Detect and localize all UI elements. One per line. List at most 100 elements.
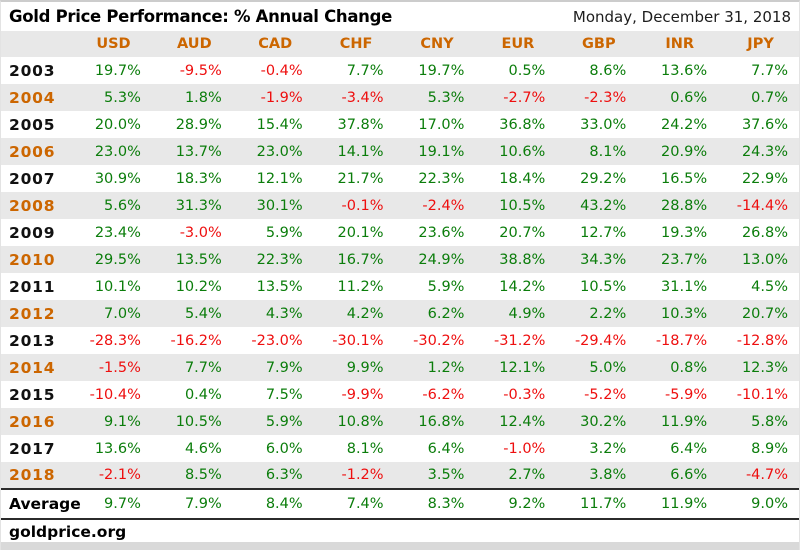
pct-cell: 10.5% bbox=[175, 413, 222, 430]
pct-cell: 34.3% bbox=[580, 251, 627, 268]
year-cell: 2013 bbox=[9, 331, 56, 350]
pct-cell: 22.9% bbox=[741, 170, 789, 187]
table-row-2017: 2017 13.6% 4.6% 6.0% 8.1% 6.4% -1.0% 3.2% 6.4% 8.… bbox=[1, 435, 799, 462]
pct-cell: 3.2% bbox=[589, 440, 627, 457]
pct-cell: 16.5% bbox=[661, 170, 708, 187]
pct-cell: 20.7% bbox=[499, 224, 546, 241]
table-row-2014: 2014 -1.5% 7.7% 7.9% 9.9% 1.2% 12.1% 5.0% 0.8% 12… bbox=[1, 354, 799, 381]
pct-cell: 26.8% bbox=[741, 224, 789, 241]
pct-cell: 24.2% bbox=[661, 116, 708, 133]
pct-cell: -1.2% bbox=[341, 467, 384, 483]
pct-cell: 6.3% bbox=[265, 467, 303, 483]
pct-cell: 43.2% bbox=[580, 197, 627, 214]
pct-cell: 31.1% bbox=[661, 278, 708, 295]
title-bar: Gold Price Performance: % Annual Change … bbox=[1, 2, 799, 31]
table-row-2015: 2015 -10.4% 0.4% 7.5% -9.9% -6.2% -0.3% -5.2% -5… bbox=[1, 381, 799, 408]
average-pct-cell: 9.0% bbox=[751, 496, 789, 512]
pct-cell: 23.0% bbox=[256, 143, 303, 160]
pct-cell: 5.0% bbox=[589, 359, 627, 376]
currency-header-eur: EUR bbox=[477, 31, 559, 57]
pct-cell: 19.1% bbox=[418, 143, 465, 160]
pct-cell: 10.8% bbox=[337, 413, 384, 430]
pct-cell: -5.9% bbox=[665, 386, 708, 403]
table-row-2003: 2003 19.7% -9.5% -0.4% 7.7% 19.7% 0.5% 8.6% 13.6… bbox=[1, 57, 799, 84]
average-row: Average 9.7% 7.9% 8.4% 7.4% 8.3% 9.2% 11.7% 11.9… bbox=[1, 489, 799, 519]
pct-cell: 5.9% bbox=[427, 278, 465, 295]
pct-cell: 5.3% bbox=[104, 89, 141, 106]
average-pct-cell: 11.7% bbox=[580, 496, 627, 512]
year-column-header bbox=[1, 31, 73, 57]
currency-header-chf: CHF bbox=[315, 31, 397, 57]
table-row-2016: 2016 9.1% 10.5% 5.9% 10.8% 16.8% 12.4% 30.2% 11.… bbox=[1, 408, 799, 435]
pct-cell: 15.4% bbox=[256, 116, 303, 133]
pct-cell: -28.3% bbox=[89, 332, 141, 349]
pct-cell: 8.5% bbox=[184, 467, 222, 483]
pct-cell: 5.6% bbox=[104, 197, 141, 214]
pct-cell: 28.9% bbox=[175, 116, 222, 133]
pct-cell: 23.7% bbox=[661, 251, 708, 268]
pct-cell: 22.3% bbox=[418, 170, 465, 187]
pct-cell: 5.9% bbox=[265, 413, 303, 430]
pct-cell: 20.9% bbox=[661, 143, 708, 160]
average-label: Average bbox=[9, 495, 81, 513]
pct-cell: 21.7% bbox=[337, 170, 384, 187]
year-cell: 2007 bbox=[9, 169, 56, 188]
average-pct-cell: 8.4% bbox=[265, 496, 303, 512]
pct-cell: 14.2% bbox=[499, 278, 546, 295]
pct-cell: 29.5% bbox=[94, 251, 141, 268]
pct-cell: 6.4% bbox=[427, 440, 465, 457]
pct-cell: 23.6% bbox=[418, 224, 465, 241]
pct-cell: 10.5% bbox=[499, 197, 546, 214]
table-row-2013: 2013 -28.3% -16.2% -23.0% -30.1% -30.2% -31.2%… bbox=[1, 327, 799, 354]
table-row-2006: 2006 23.0% 13.7% 23.0% 14.1% 19.1% 10.6% 8.1% 20… bbox=[1, 138, 799, 165]
pct-cell: 24.9% bbox=[418, 251, 465, 268]
pct-cell: 28.8% bbox=[661, 197, 708, 214]
pct-cell: 0.4% bbox=[184, 386, 222, 403]
pct-cell: -2.3% bbox=[584, 89, 627, 106]
pct-cell: 7.5% bbox=[265, 386, 303, 403]
currency-header-row: USD AUD CAD CHF CNY EUR GBP INR JPY bbox=[1, 31, 799, 57]
pct-cell: 6.0% bbox=[265, 440, 303, 457]
table-header: USD AUD CAD CHF CNY EUR GBP INR JPY bbox=[1, 31, 799, 57]
pct-cell: 14.1% bbox=[337, 143, 384, 160]
pct-cell: 18.3% bbox=[175, 170, 222, 187]
pct-cell: 4.5% bbox=[751, 278, 789, 295]
site-name: goldprice.org bbox=[9, 522, 127, 541]
pct-cell: 22.3% bbox=[256, 251, 303, 268]
pct-cell: -5.2% bbox=[584, 386, 627, 403]
table-footer: Average 9.7% 7.9% 8.4% 7.4% 8.3% 9.2% 11.7% 11.9… bbox=[1, 489, 799, 519]
table-row-2011: 2011 10.1% 10.2% 13.5% 11.2% 5.9% 14.2% 10.5% 31… bbox=[1, 273, 799, 300]
table-row-2012: 2012 7.0% 5.4% 4.3% 4.2% 6.2% 4.9% 2.2% 10.3% 20.… bbox=[1, 300, 799, 327]
pct-cell: 0.7% bbox=[751, 89, 789, 106]
pct-cell: -4.7% bbox=[745, 467, 789, 483]
table-row-2010: 2010 29.5% 13.5% 22.3% 16.7% 24.9% 38.8% 34.3% 2… bbox=[1, 246, 799, 273]
pct-cell: -29.4% bbox=[574, 332, 627, 349]
currency-header-jpy: JPY bbox=[720, 31, 799, 57]
pct-cell: 11.9% bbox=[661, 413, 708, 430]
pct-cell: 3.5% bbox=[427, 467, 465, 483]
pct-cell: 1.8% bbox=[184, 89, 222, 106]
pct-cell: 31.3% bbox=[175, 197, 222, 214]
year-cell: 2016 bbox=[9, 412, 56, 431]
pct-cell: -3.0% bbox=[179, 224, 222, 241]
page-title: Gold Price Performance: % Annual Change bbox=[9, 7, 393, 26]
pct-cell: 12.4% bbox=[499, 413, 546, 430]
table-row-2004: 2004 5.3% 1.8% -1.9% -3.4% 5.3% -2.7% -2.3% 0.6%… bbox=[1, 84, 799, 111]
pct-cell: 10.2% bbox=[175, 278, 222, 295]
pct-cell: 7.0% bbox=[104, 305, 141, 322]
pct-cell: 9.9% bbox=[346, 359, 384, 376]
pct-cell: 13.6% bbox=[94, 440, 141, 457]
pct-cell: 5.4% bbox=[184, 305, 222, 322]
pct-cell: 30.1% bbox=[256, 197, 303, 214]
year-cell: 2005 bbox=[9, 115, 56, 134]
pct-cell: -30.1% bbox=[332, 332, 384, 349]
pct-cell: 37.8% bbox=[337, 116, 384, 133]
pct-cell: -1.5% bbox=[98, 359, 141, 376]
year-cell: 2015 bbox=[9, 385, 56, 404]
pct-cell: -31.2% bbox=[494, 332, 546, 349]
pct-cell: 8.6% bbox=[589, 62, 627, 79]
pct-cell: -3.4% bbox=[341, 89, 384, 106]
pct-cell: 0.6% bbox=[670, 89, 708, 106]
pct-cell: -18.7% bbox=[655, 332, 708, 349]
year-cell: 2018 bbox=[9, 466, 56, 484]
